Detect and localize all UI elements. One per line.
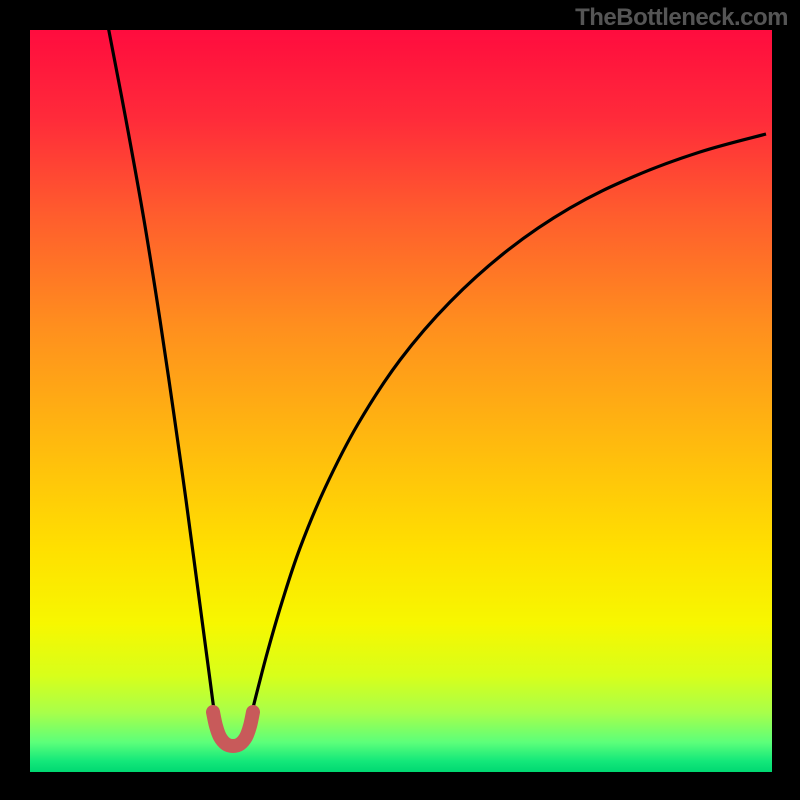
plot-area [30, 30, 772, 772]
watermark-text: TheBottleneck.com [575, 4, 788, 32]
